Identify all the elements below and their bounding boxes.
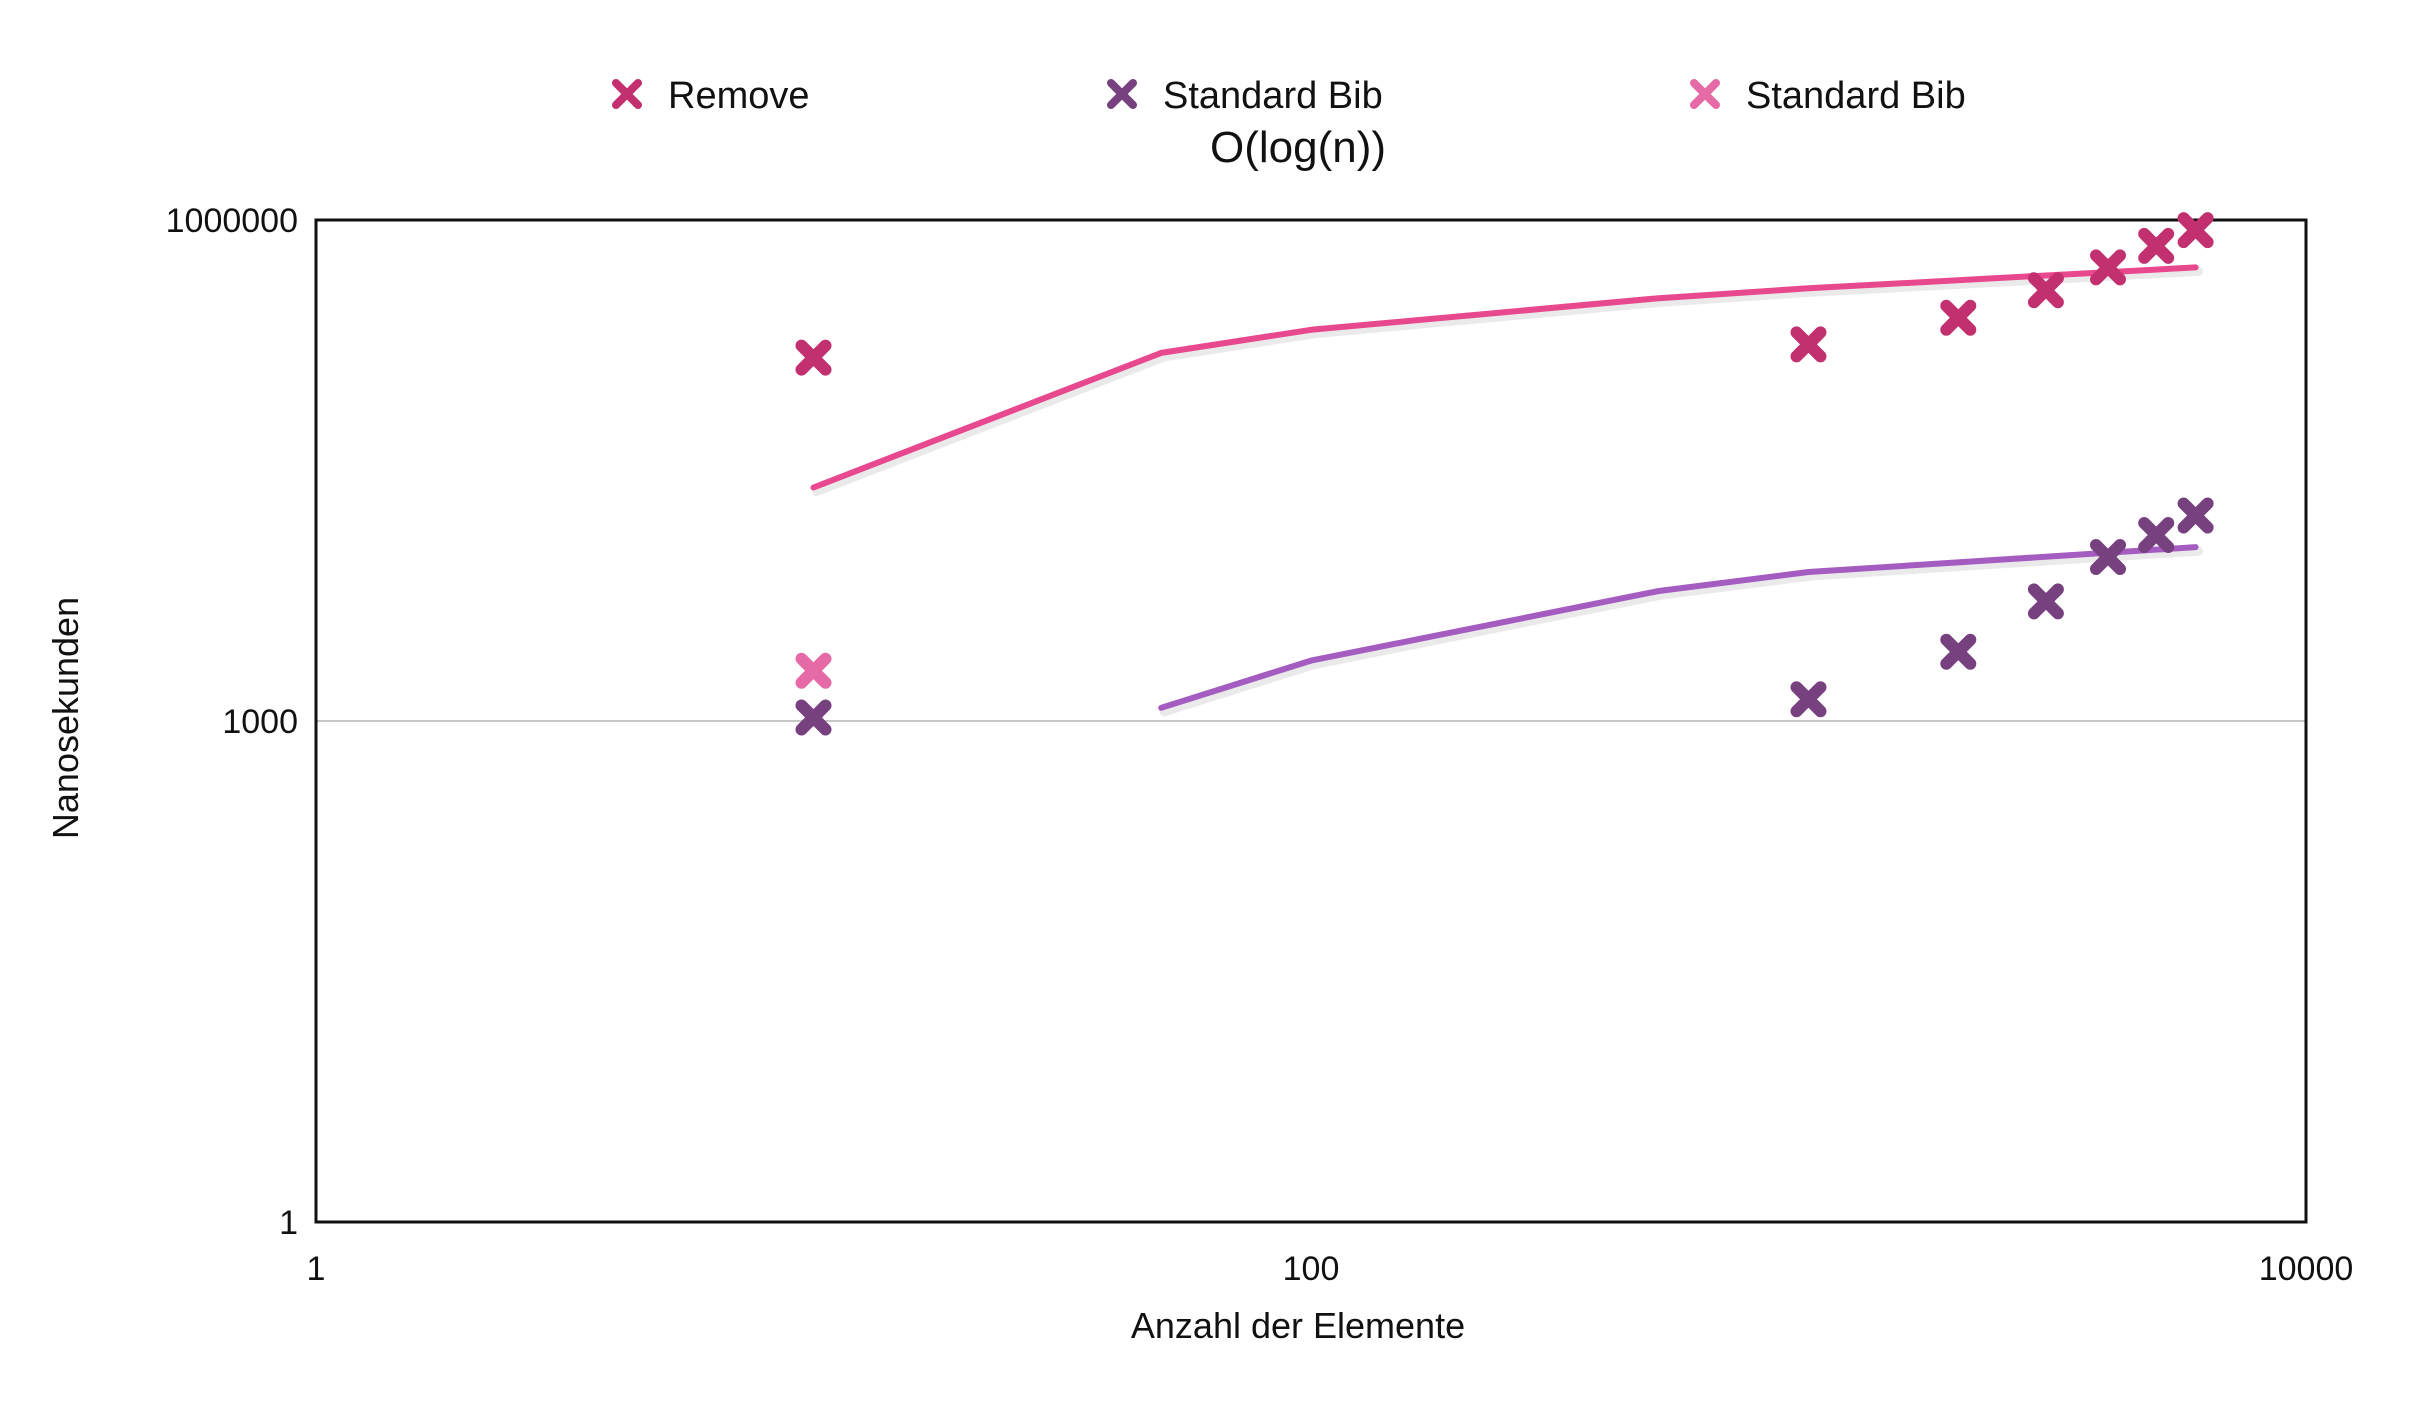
x-axis-label: Anzahl der Elemente — [1131, 1305, 1465, 1346]
legend-label-standard-bib-1: Standard Bib — [1163, 75, 1383, 117]
legend-marker-standard-bib-2 — [1690, 79, 1720, 109]
data-point — [1940, 633, 1977, 670]
data-point — [2027, 583, 2064, 620]
y-tick-label: 1 — [279, 1204, 298, 1242]
legend-marker-remove — [612, 79, 642, 109]
x-tick-label: 1 — [307, 1250, 326, 1288]
data-point — [795, 699, 832, 736]
trendline-shadow-1 — [1159, 546, 2204, 717]
data-point — [2138, 227, 2175, 264]
plot-border — [314, 218, 2308, 1224]
x-tick-label: 100 — [1283, 1250, 1340, 1288]
data-point — [795, 339, 832, 376]
legend-item-standard-bib-2: Standard Bib — [1690, 75, 1966, 117]
data-point — [1940, 299, 1977, 336]
legend-item-standard-bib-1: Standard Bib — [1107, 75, 1383, 117]
legend-label-standard-bib-2: Standard Bib — [1746, 75, 1966, 117]
legend-item-remove: Remove — [612, 75, 810, 117]
data-point — [795, 652, 832, 689]
legend-label-remove: Remove — [668, 75, 810, 117]
data-point — [1790, 326, 1827, 363]
data-point — [1790, 681, 1827, 718]
data-point — [2090, 249, 2126, 286]
trendline-0 — [810, 264, 2199, 491]
legend-marker-standard-bib-1 — [1107, 79, 1137, 109]
data-point — [2177, 497, 2214, 534]
trendline-1 — [1158, 544, 2199, 711]
plot-area: 1 100 10000 1 1000 1000000 — [166, 202, 2354, 1288]
data-point — [2177, 212, 2214, 249]
y-tick-label: 1000000 — [166, 202, 298, 240]
x-tick-label: 10000 — [2259, 1250, 2354, 1288]
chart-subtitle: O(log(n)) — [1210, 123, 1386, 172]
y-axis-label: Nanosekunden — [45, 597, 86, 839]
series-1-markers — [795, 497, 2214, 736]
series-2-markers — [795, 652, 832, 689]
trendline-shadow-0 — [812, 266, 2204, 496]
legend: Remove Standard Bib Standard Bib — [612, 75, 1966, 117]
y-tick-label: 1000 — [222, 703, 298, 741]
series-0-markers — [795, 212, 2214, 376]
data-point — [2090, 539, 2126, 575]
data-point — [2138, 517, 2175, 553]
data-point — [2027, 272, 2064, 309]
